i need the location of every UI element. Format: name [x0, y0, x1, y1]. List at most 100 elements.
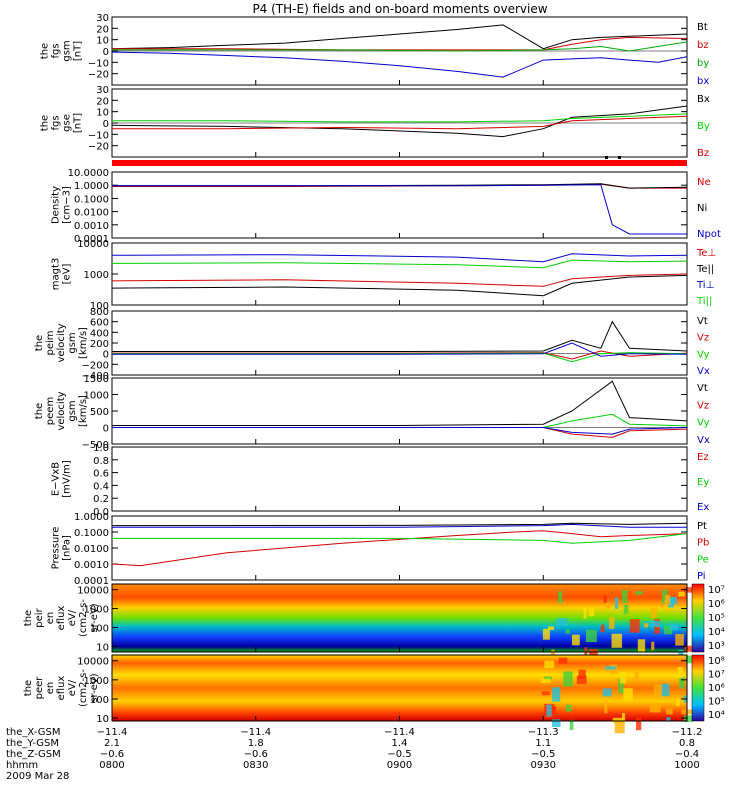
colorbar: 10⁷ 10⁶ 10⁵ 10⁴ 10³	[692, 584, 725, 652]
heatmap-patch	[678, 592, 684, 597]
y-tick-label: 10000	[77, 239, 109, 250]
y-tick-label: 1000	[84, 270, 109, 281]
legend-Vx: Vx	[697, 435, 710, 446]
x-row-label: the_Z-GSM	[6, 749, 61, 760]
legend-Vt: Vt	[697, 316, 708, 327]
y-label-line: (cm2-s-	[78, 669, 89, 707]
x-tick-label: 2.1	[104, 738, 120, 749]
legend-bz: bz	[697, 40, 709, 51]
panel-10: 10⁸ 10⁷ 10⁶ 10⁵ 10⁴ 10000 1000 100 10 thepeerenef…	[23, 655, 725, 733]
y-label-line: the	[23, 680, 34, 696]
series-line-Npot	[112, 185, 687, 234]
legend-Te||: Te||	[696, 264, 714, 275]
series-line-bz	[112, 37, 687, 50]
y-tick-label: 10.0000	[68, 168, 109, 179]
series-line-Pe	[112, 534, 687, 544]
y-label-line: E−VxB	[51, 462, 62, 496]
legend-Ti||: Ti||	[696, 296, 712, 307]
y-axis-label: thepeemvelocitygsm[km/s]	[34, 391, 89, 430]
heatmap-image	[112, 655, 687, 721]
y-tick-label: 10	[96, 108, 109, 119]
panel-frame	[112, 311, 687, 375]
y-tick-label: 400	[90, 328, 109, 339]
x-row-label: hhmm	[6, 760, 38, 771]
x-tick-label: 0930	[531, 760, 556, 771]
x-tick-label: −0.6	[244, 749, 268, 760]
y-tick-label: 800	[90, 307, 109, 318]
legend-Bt: Bt	[697, 22, 708, 33]
series-line-Vz	[112, 428, 687, 438]
y-label-line: [km/s]	[78, 327, 89, 359]
heatmap-patch	[620, 672, 626, 684]
y-tick-label: 0.0100	[74, 544, 109, 555]
colorbar-tick-label: 10⁴	[708, 710, 725, 721]
y-tick-label: 10	[96, 714, 109, 725]
y-axis-label: thepeirenefluxeV/(cm2-s-sr-eV)	[23, 599, 100, 637]
colorbar-tick-label: 10⁸	[708, 656, 725, 667]
x-tick-label: −11.2	[672, 727, 703, 738]
y-label-line: velocity	[56, 391, 67, 430]
y-tick-label: 0.8	[93, 456, 109, 467]
heatmap-patch	[623, 688, 632, 700]
x-tick-label: 1.4	[392, 738, 408, 749]
y-label-line: (cm2-s-	[78, 599, 89, 637]
y-label-line: peer	[34, 676, 45, 700]
y-label-line: gse	[62, 114, 73, 132]
x-tick-label: 0800	[99, 760, 124, 771]
series-line-Pt	[112, 523, 687, 525]
heatmap-patch	[547, 705, 552, 717]
heatmap-patch	[651, 621, 660, 627]
heatmap-patch	[605, 666, 616, 669]
y-axis-label: thepeerenefluxeV/(cm2-s-sr-eV)	[23, 669, 100, 707]
panel-9: 10⁷10⁶10⁵10⁴10³10000100010010thepeirenef…	[23, 584, 725, 661]
colorbar-scale	[692, 584, 704, 652]
series-line-Vx	[112, 343, 687, 356]
y-tick-label: 0.6	[93, 469, 109, 480]
heatmap-patch	[566, 629, 570, 633]
y-tick-label: 0	[103, 47, 109, 58]
heatmap-patch	[665, 595, 670, 605]
y-tick-label: 20	[96, 24, 109, 35]
panel-2: 3020100−10−20thefgsgse[nT]BxByBz	[40, 85, 710, 159]
y-tick-label: 0.4	[93, 481, 109, 492]
figure-title: P4 (TH-E) fields and on-board moments ov…	[252, 2, 547, 16]
panel-7: 1.00.80.60.40.20.0E−VxB[mV/m]EzEyEx	[51, 443, 710, 518]
heatmap-patch	[662, 684, 670, 697]
heatmap-patch	[606, 603, 610, 608]
panels: 3020100−10−20thefgsgsm[nT]Btbzbybx302010…	[23, 13, 725, 733]
heatmap-patch	[670, 624, 679, 631]
y-label-line: sr-eV)	[89, 603, 100, 632]
y-label-line: en	[45, 682, 56, 695]
panel-1: 3020100−10−20 thefgsgsm[nT] Bt bz by bx	[40, 13, 710, 87]
x-tick-label: 1000	[674, 760, 699, 771]
y-label-line: the	[23, 610, 34, 626]
heatmap-patch	[636, 718, 641, 731]
y-tick-label: 0.0100	[74, 208, 109, 219]
heatmap-patch	[636, 591, 643, 595]
colorbar: 10⁸10⁷10⁶10⁵10⁴	[692, 655, 725, 721]
x-tick-label: −0.5	[531, 749, 555, 760]
y-tick-label: 20	[96, 96, 109, 107]
heatmap-patch	[622, 590, 627, 603]
legend-Vy: Vy	[697, 349, 710, 360]
panel-3: 10.00001.00000.10000.01000.00100.0001Den…	[51, 168, 721, 245]
colorbar-tick-label: 10⁷	[708, 670, 725, 681]
heatmap-patch	[603, 595, 606, 603]
y-axis-label: thefgsgse[nT]	[40, 113, 84, 133]
y-tick-label: 0	[103, 119, 109, 130]
x-tick-label: −11.4	[97, 727, 128, 738]
heatmap-patch	[572, 635, 580, 646]
y-tick-label: 1.0000	[74, 181, 109, 192]
legend-Pt: Pt	[697, 521, 707, 532]
x-tick-label: 0.8	[679, 738, 695, 749]
panel-frame	[112, 243, 687, 305]
x-tick-label: −0.5	[387, 749, 411, 760]
y-tick-label: 30	[96, 13, 109, 24]
legend-Bz: Bz	[697, 148, 709, 159]
colorbar-tick-label: 10⁶	[708, 683, 725, 694]
y-tick-label: 1.0000	[74, 512, 109, 523]
series-line-bx	[112, 52, 687, 77]
heatmap-patch	[650, 705, 661, 712]
